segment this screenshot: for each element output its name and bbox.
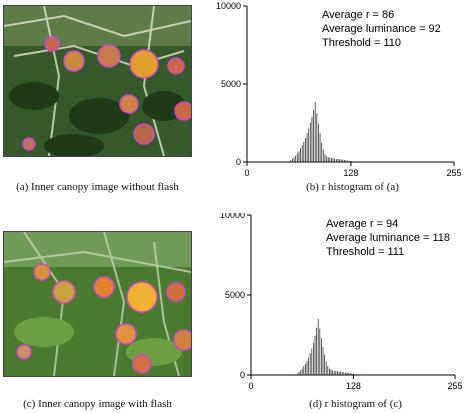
x-tick-label: 128 (343, 168, 358, 178)
caption-c: (c) Inner canopy image with flash (23, 398, 172, 410)
stat-annotation: Threshold = 111 (326, 246, 404, 258)
y-tick-label: 0 (240, 370, 245, 380)
x-tick-label: 255 (446, 168, 461, 178)
stat-annotation: Threshold = 110 (322, 37, 401, 49)
caption-d: (d) r histogram of (c) (309, 398, 402, 410)
x-tick-label: 255 (447, 381, 462, 391)
y-tick-label: 5000 (221, 79, 241, 89)
y-tick-label: 5000 (225, 290, 245, 300)
x-tick-label: 0 (244, 168, 249, 178)
photo-without-flash (3, 5, 192, 157)
canopy-image-a (4, 6, 191, 156)
histogram-d: 0 5000 10000 0 128 255 Average r = 94 Average … (220, 213, 463, 391)
stat-annotation: Average luminance = 92 (322, 23, 441, 35)
canopy-image-c (4, 232, 191, 376)
stat-annotation: Average r = 86 (322, 9, 394, 21)
x-tick-label: 0 (248, 381, 253, 391)
x-tick-label: 128 (346, 381, 361, 391)
histogram-b: 0 5000 10000 0 128 255 Average r = 86 Average … (216, 1, 462, 178)
caption-b: (b) r histogram of (a) (306, 181, 399, 193)
y-tick-label: 10000 (216, 1, 241, 11)
stat-annotation: Average luminance = 118 (326, 232, 450, 244)
y-tick-label: 10000 (220, 213, 245, 220)
caption-a: (a) Inner canopy image without flash (16, 181, 179, 193)
stat-annotation: Average r = 94 (326, 218, 398, 230)
photo-with-flash (3, 231, 192, 377)
y-tick-label: 0 (236, 157, 241, 167)
